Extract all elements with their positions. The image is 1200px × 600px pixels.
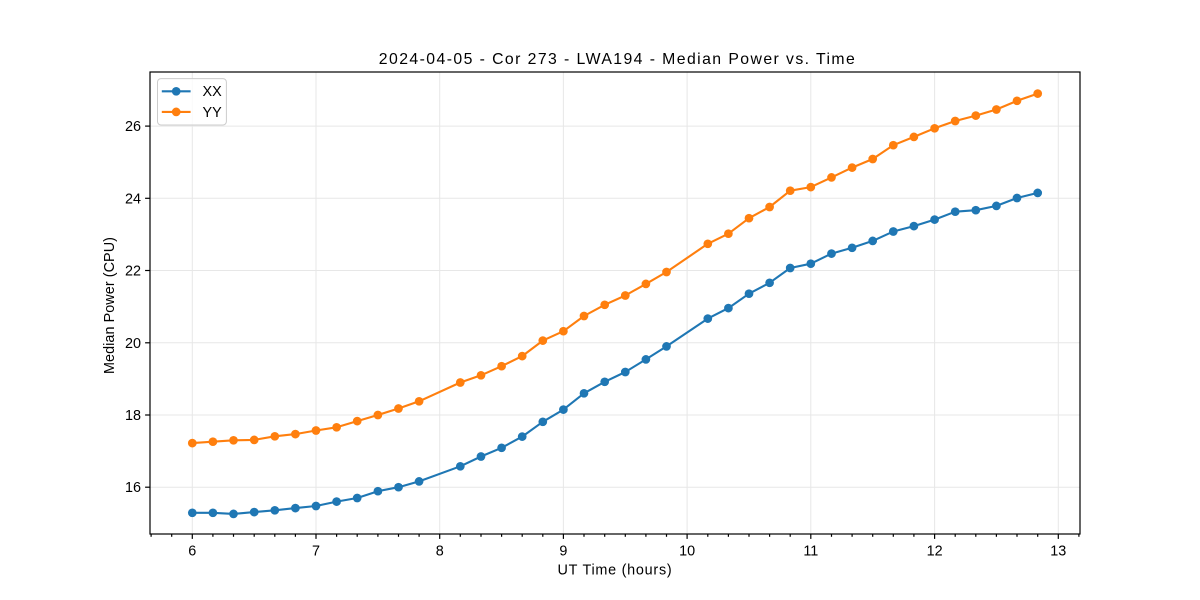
svg-text:13: 13: [1050, 544, 1066, 560]
svg-text:7: 7: [312, 544, 320, 560]
svg-text:Median Power (CPU): Median Power (CPU): [102, 237, 118, 374]
svg-text:YY: YY: [203, 105, 223, 121]
svg-text:18: 18: [125, 408, 141, 424]
svg-text:10: 10: [679, 544, 695, 560]
svg-text:24: 24: [125, 191, 141, 207]
svg-text:22: 22: [125, 264, 141, 280]
svg-text:26: 26: [125, 119, 141, 135]
svg-text:12: 12: [927, 544, 943, 560]
svg-text:9: 9: [559, 544, 567, 560]
svg-text:8: 8: [436, 544, 444, 560]
svg-text:16: 16: [125, 480, 141, 496]
svg-text:2024-04-05 - Cor 273 - LWA194: 2024-04-05 - Cor 273 - LWA194 - Median P…: [379, 51, 856, 68]
svg-text:UT Time (hours): UT Time (hours): [558, 563, 673, 579]
svg-text:6: 6: [188, 544, 196, 560]
svg-text:20: 20: [125, 336, 141, 352]
svg-text:XX: XX: [203, 84, 223, 100]
svg-text:11: 11: [803, 544, 818, 560]
